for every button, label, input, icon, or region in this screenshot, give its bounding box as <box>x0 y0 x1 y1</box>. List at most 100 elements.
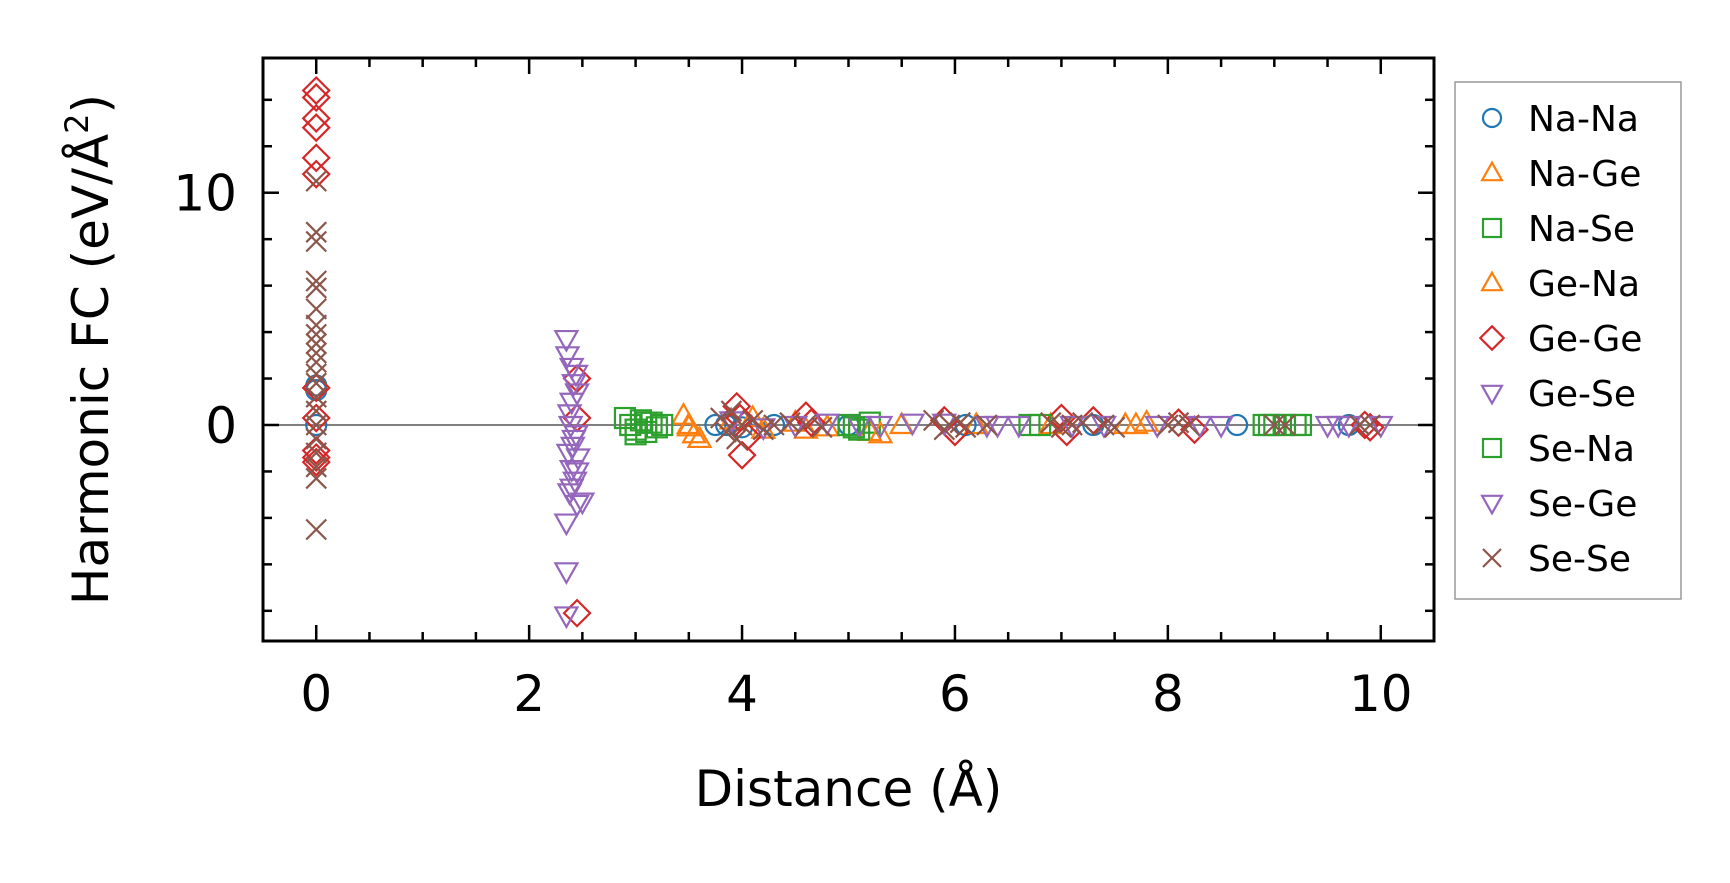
point-se-se <box>752 418 775 441</box>
point-se-ge <box>558 478 585 502</box>
point-ge-ge <box>1046 403 1076 433</box>
legend-label-na-ge: Na-Ge <box>1528 154 1641 195</box>
plot-area: 0 2 4 6 8 10 0 10 <box>173 56 1436 723</box>
x-tick-label: 10 <box>1349 665 1413 723</box>
legend-item-na-ge: Na-Ge <box>1480 154 1641 195</box>
point-se-se <box>954 416 977 439</box>
legend-item-ge-na: Ge-Na <box>1480 264 1640 305</box>
point-ge-se <box>553 513 580 537</box>
legend-label-se-se: Se-Se <box>1528 539 1631 580</box>
y-axis-label: Harmonic FC (eV/Å2) <box>58 94 120 605</box>
point-na-ge <box>681 420 708 444</box>
point-ge-ge <box>301 103 331 133</box>
point-se-se <box>811 416 833 439</box>
axis-ticks <box>263 58 1434 641</box>
legend-marker-ge-na <box>1480 270 1504 292</box>
point-ge-ge <box>301 113 331 143</box>
point-ge-ge <box>301 403 331 433</box>
point-se-ge <box>984 415 1011 439</box>
point-se-se <box>709 407 732 429</box>
legend: Na-Na Na-Ge Na-Se Ge-Na Ge-Ge Ge-Se Se-Na Se-Ge… <box>1454 81 1682 600</box>
legend-items: Na-Na Na-Ge Na-Se Ge-Na Ge-Ge Ge-Se Se-Na Se-Ge… <box>1478 99 1642 580</box>
x-tick-label: 8 <box>1152 665 1184 723</box>
point-ge-ge <box>301 159 331 189</box>
point-ge-se <box>564 494 590 518</box>
y-axis-label-main: Harmonic FC (eV/Å <box>62 134 120 605</box>
legend-label-se-na: Se-Na <box>1528 429 1635 470</box>
point-se-se <box>305 518 328 541</box>
point-ge-se <box>1367 415 1394 439</box>
point-ge-se <box>814 413 841 437</box>
legend-item-se-ge: Se-Ge <box>1480 484 1637 525</box>
legend-marker-na-ge <box>1480 160 1504 182</box>
point-se-ge <box>563 364 589 388</box>
point-se-se <box>305 342 328 364</box>
data-marks <box>301 75 1394 630</box>
point-ge-ge <box>301 442 331 473</box>
y-axis-label-superscript: 2 <box>58 113 96 133</box>
point-se-ge <box>560 429 587 453</box>
point-se-ge <box>554 346 581 370</box>
point-se-se <box>1071 411 1094 434</box>
point-ge-se <box>899 413 926 437</box>
point-ge-se <box>1005 415 1032 439</box>
legend-item-na-na: Na-Na <box>1481 99 1639 140</box>
point-ge-ge <box>1163 408 1194 438</box>
point-na-ge <box>686 425 713 449</box>
legend-label-ge-se: Ge-Se <box>1528 374 1636 415</box>
legend-item-se-na: Se-Na <box>1481 429 1635 470</box>
point-se-se <box>305 332 328 355</box>
legend-marker-na-se <box>1481 217 1503 239</box>
point-ge-se <box>558 392 585 416</box>
point-se-ge <box>1314 415 1341 439</box>
point-se-se <box>305 277 328 299</box>
series-na-na <box>305 374 1360 439</box>
point-se-se <box>305 323 328 346</box>
point-ge-ge <box>1179 415 1210 445</box>
point-se-se <box>731 414 753 436</box>
legend-item-se-se: Se-Se <box>1482 539 1631 580</box>
point-se-se <box>1178 414 1200 436</box>
point-ge-ge <box>301 82 331 113</box>
x-tick-label: 6 <box>939 665 971 723</box>
x-tick-label: 0 <box>300 665 332 723</box>
point-ge-se <box>1186 415 1213 439</box>
legend-label-ge-na: Ge-Na <box>1528 264 1640 305</box>
point-se-ge <box>1144 415 1171 439</box>
point-ge-ge <box>301 75 331 106</box>
point-ge-ge <box>732 422 762 452</box>
point-se-se <box>305 351 328 374</box>
point-ge-ge <box>791 401 821 431</box>
point-se-se <box>305 467 328 490</box>
point-se-se <box>1263 414 1286 436</box>
point-se-se <box>305 221 328 243</box>
point-ge-se <box>1091 415 1117 439</box>
legend-label-ge-ge: Ge-Ge <box>1528 319 1642 360</box>
series-se-se <box>305 170 1381 541</box>
point-na-na <box>305 413 328 437</box>
x-axis-label: Distance (Å) <box>695 760 1003 818</box>
x-tick-label: 4 <box>726 665 758 723</box>
point-ge-se <box>1208 415 1234 439</box>
legend-marker-se-ge <box>1480 494 1504 516</box>
point-se-se <box>715 421 737 443</box>
series-ge-ge <box>301 75 1385 628</box>
legend-marker-ge-se <box>1480 384 1504 406</box>
point-ge-na <box>1123 411 1149 435</box>
legend-item-ge-se: Ge-Se <box>1480 374 1636 415</box>
point-se-se <box>976 414 998 436</box>
point-se-se <box>305 298 328 320</box>
point-se-se <box>725 428 748 450</box>
point-se-ge <box>564 462 590 486</box>
point-se-se <box>305 230 328 253</box>
point-se-se <box>1103 416 1126 439</box>
point-se-se <box>720 400 743 422</box>
point-se-se <box>305 270 328 292</box>
point-na-se <box>651 413 674 437</box>
legend-label-na-na: Na-Na <box>1528 99 1639 140</box>
x-tick-label: 2 <box>513 665 545 723</box>
point-ge-se <box>553 606 580 630</box>
point-ge-ge <box>301 143 331 173</box>
y-axis-label-close: ) <box>62 94 120 114</box>
